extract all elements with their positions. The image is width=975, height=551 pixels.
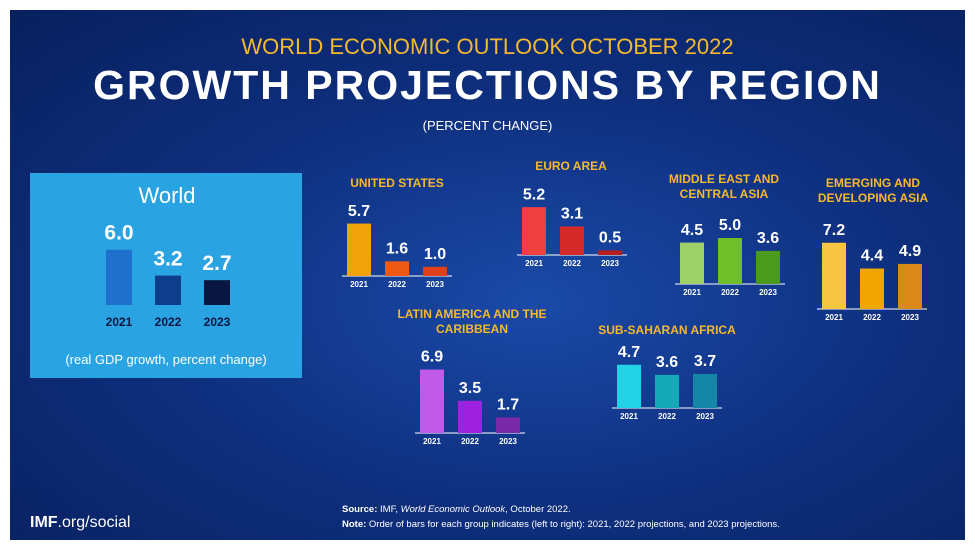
- data-label: 6.9: [421, 349, 443, 366]
- x-tick-label: 2022: [658, 412, 676, 421]
- bar: [718, 238, 742, 284]
- logo: IMF.org/social: [30, 514, 130, 532]
- page-title: GROWTH PROJECTIONS BY REGION: [93, 62, 882, 108]
- x-tick-label: 2023: [759, 288, 777, 297]
- world-box: [30, 173, 302, 378]
- x-tick-label: 2021: [525, 259, 543, 268]
- data-label: 4.5: [681, 222, 703, 239]
- source: Source: IMF, World Economic Outlook, Oct…: [342, 504, 571, 515]
- kicker: WORLD ECONOMIC OUTLOOK OCTOBER 2022: [241, 34, 734, 59]
- data-label: 1.6: [386, 240, 408, 257]
- x-tick-label: 2021: [825, 313, 843, 322]
- data-label: 4.7: [618, 344, 640, 361]
- x-tick-label: 2022: [721, 288, 739, 297]
- data-label: 3.1: [561, 206, 583, 223]
- bar: [655, 374, 679, 408]
- bar: [560, 226, 584, 255]
- source-text: , October 2022.: [505, 504, 571, 515]
- x-tick-label: 2023: [204, 315, 231, 329]
- data-label: 4.4: [861, 248, 883, 265]
- data-label: 2.7: [202, 252, 231, 275]
- bar: [756, 250, 780, 284]
- bar: [385, 261, 409, 276]
- chart-title: UNITED STATES: [350, 176, 444, 190]
- bar: [598, 250, 622, 255]
- chart-title: World: [138, 183, 196, 208]
- x-tick-label: 2022: [461, 437, 479, 446]
- logo-rest: .org/social: [57, 514, 131, 531]
- x-tick-label: 2021: [620, 412, 638, 421]
- data-label: 1.7: [497, 397, 519, 414]
- data-label: 3.7: [694, 353, 716, 370]
- bar: [458, 400, 482, 433]
- x-tick-label: 2023: [901, 313, 919, 322]
- data-label: 5.0: [719, 217, 741, 234]
- bar: [347, 223, 371, 276]
- data-label: 0.5: [599, 230, 621, 247]
- bar: [106, 249, 132, 305]
- data-label: 4.9: [899, 243, 921, 260]
- x-tick-label: 2022: [863, 313, 881, 322]
- data-label: 6.0: [104, 222, 133, 245]
- bar: [822, 242, 846, 309]
- bar: [860, 268, 884, 309]
- logo-bold: IMF: [30, 514, 58, 531]
- x-tick-label: 2023: [499, 437, 517, 446]
- bar: [522, 207, 546, 255]
- source-title: World Economic Outlook: [400, 504, 506, 515]
- chart-title: EURO AREA: [535, 159, 607, 173]
- x-tick-label: 2022: [563, 259, 581, 268]
- bar: [155, 275, 181, 305]
- x-tick-label: 2021: [350, 280, 368, 289]
- data-label: 3.5: [459, 380, 481, 397]
- x-tick-label: 2021: [423, 437, 441, 446]
- chart-subtitle: (real GDP growth, percent change): [65, 352, 267, 367]
- note-label: Note:: [342, 519, 367, 530]
- chart-title: MIDDLE EAST AND CENTRAL ASIA: [668, 172, 780, 201]
- unit: (PERCENT CHANGE): [422, 118, 553, 133]
- bar: [617, 364, 641, 408]
- source-text: IMF,: [377, 504, 401, 515]
- x-tick-label: 2023: [601, 259, 619, 268]
- data-label: 7.2: [823, 222, 845, 239]
- chart-title: SUB-SAHARAN AFRICA: [598, 323, 736, 337]
- data-label: 3.6: [656, 354, 678, 371]
- bar: [898, 263, 922, 309]
- x-tick-label: 2023: [426, 280, 444, 289]
- x-tick-label: 2021: [106, 315, 133, 329]
- bar: [420, 369, 444, 433]
- bar: [423, 266, 447, 276]
- note: Note: Order of bars for each group indic…: [342, 519, 780, 530]
- data-label: 3.6: [757, 230, 779, 247]
- data-label: 5.2: [523, 186, 545, 203]
- x-tick-label: 2023: [696, 412, 714, 421]
- source-label: Source:: [342, 504, 378, 515]
- x-tick-label: 2022: [388, 280, 406, 289]
- note-text: Order of bars for each group indicates (…: [366, 519, 780, 530]
- data-label: 1.0: [424, 246, 446, 263]
- x-tick-label: 2021: [683, 288, 701, 297]
- data-label: 3.2: [153, 247, 182, 270]
- bar: [693, 373, 717, 408]
- bar: [204, 280, 230, 305]
- bar: [680, 242, 704, 284]
- chart-title: EMERGING AND DEVELOPING ASIA: [817, 176, 929, 205]
- x-tick-label: 2022: [155, 315, 182, 329]
- data-label: 5.7: [348, 203, 370, 220]
- chart-title: LATIN AMERICA AND THE CARIBBEAN: [397, 307, 547, 336]
- bar: [496, 417, 520, 433]
